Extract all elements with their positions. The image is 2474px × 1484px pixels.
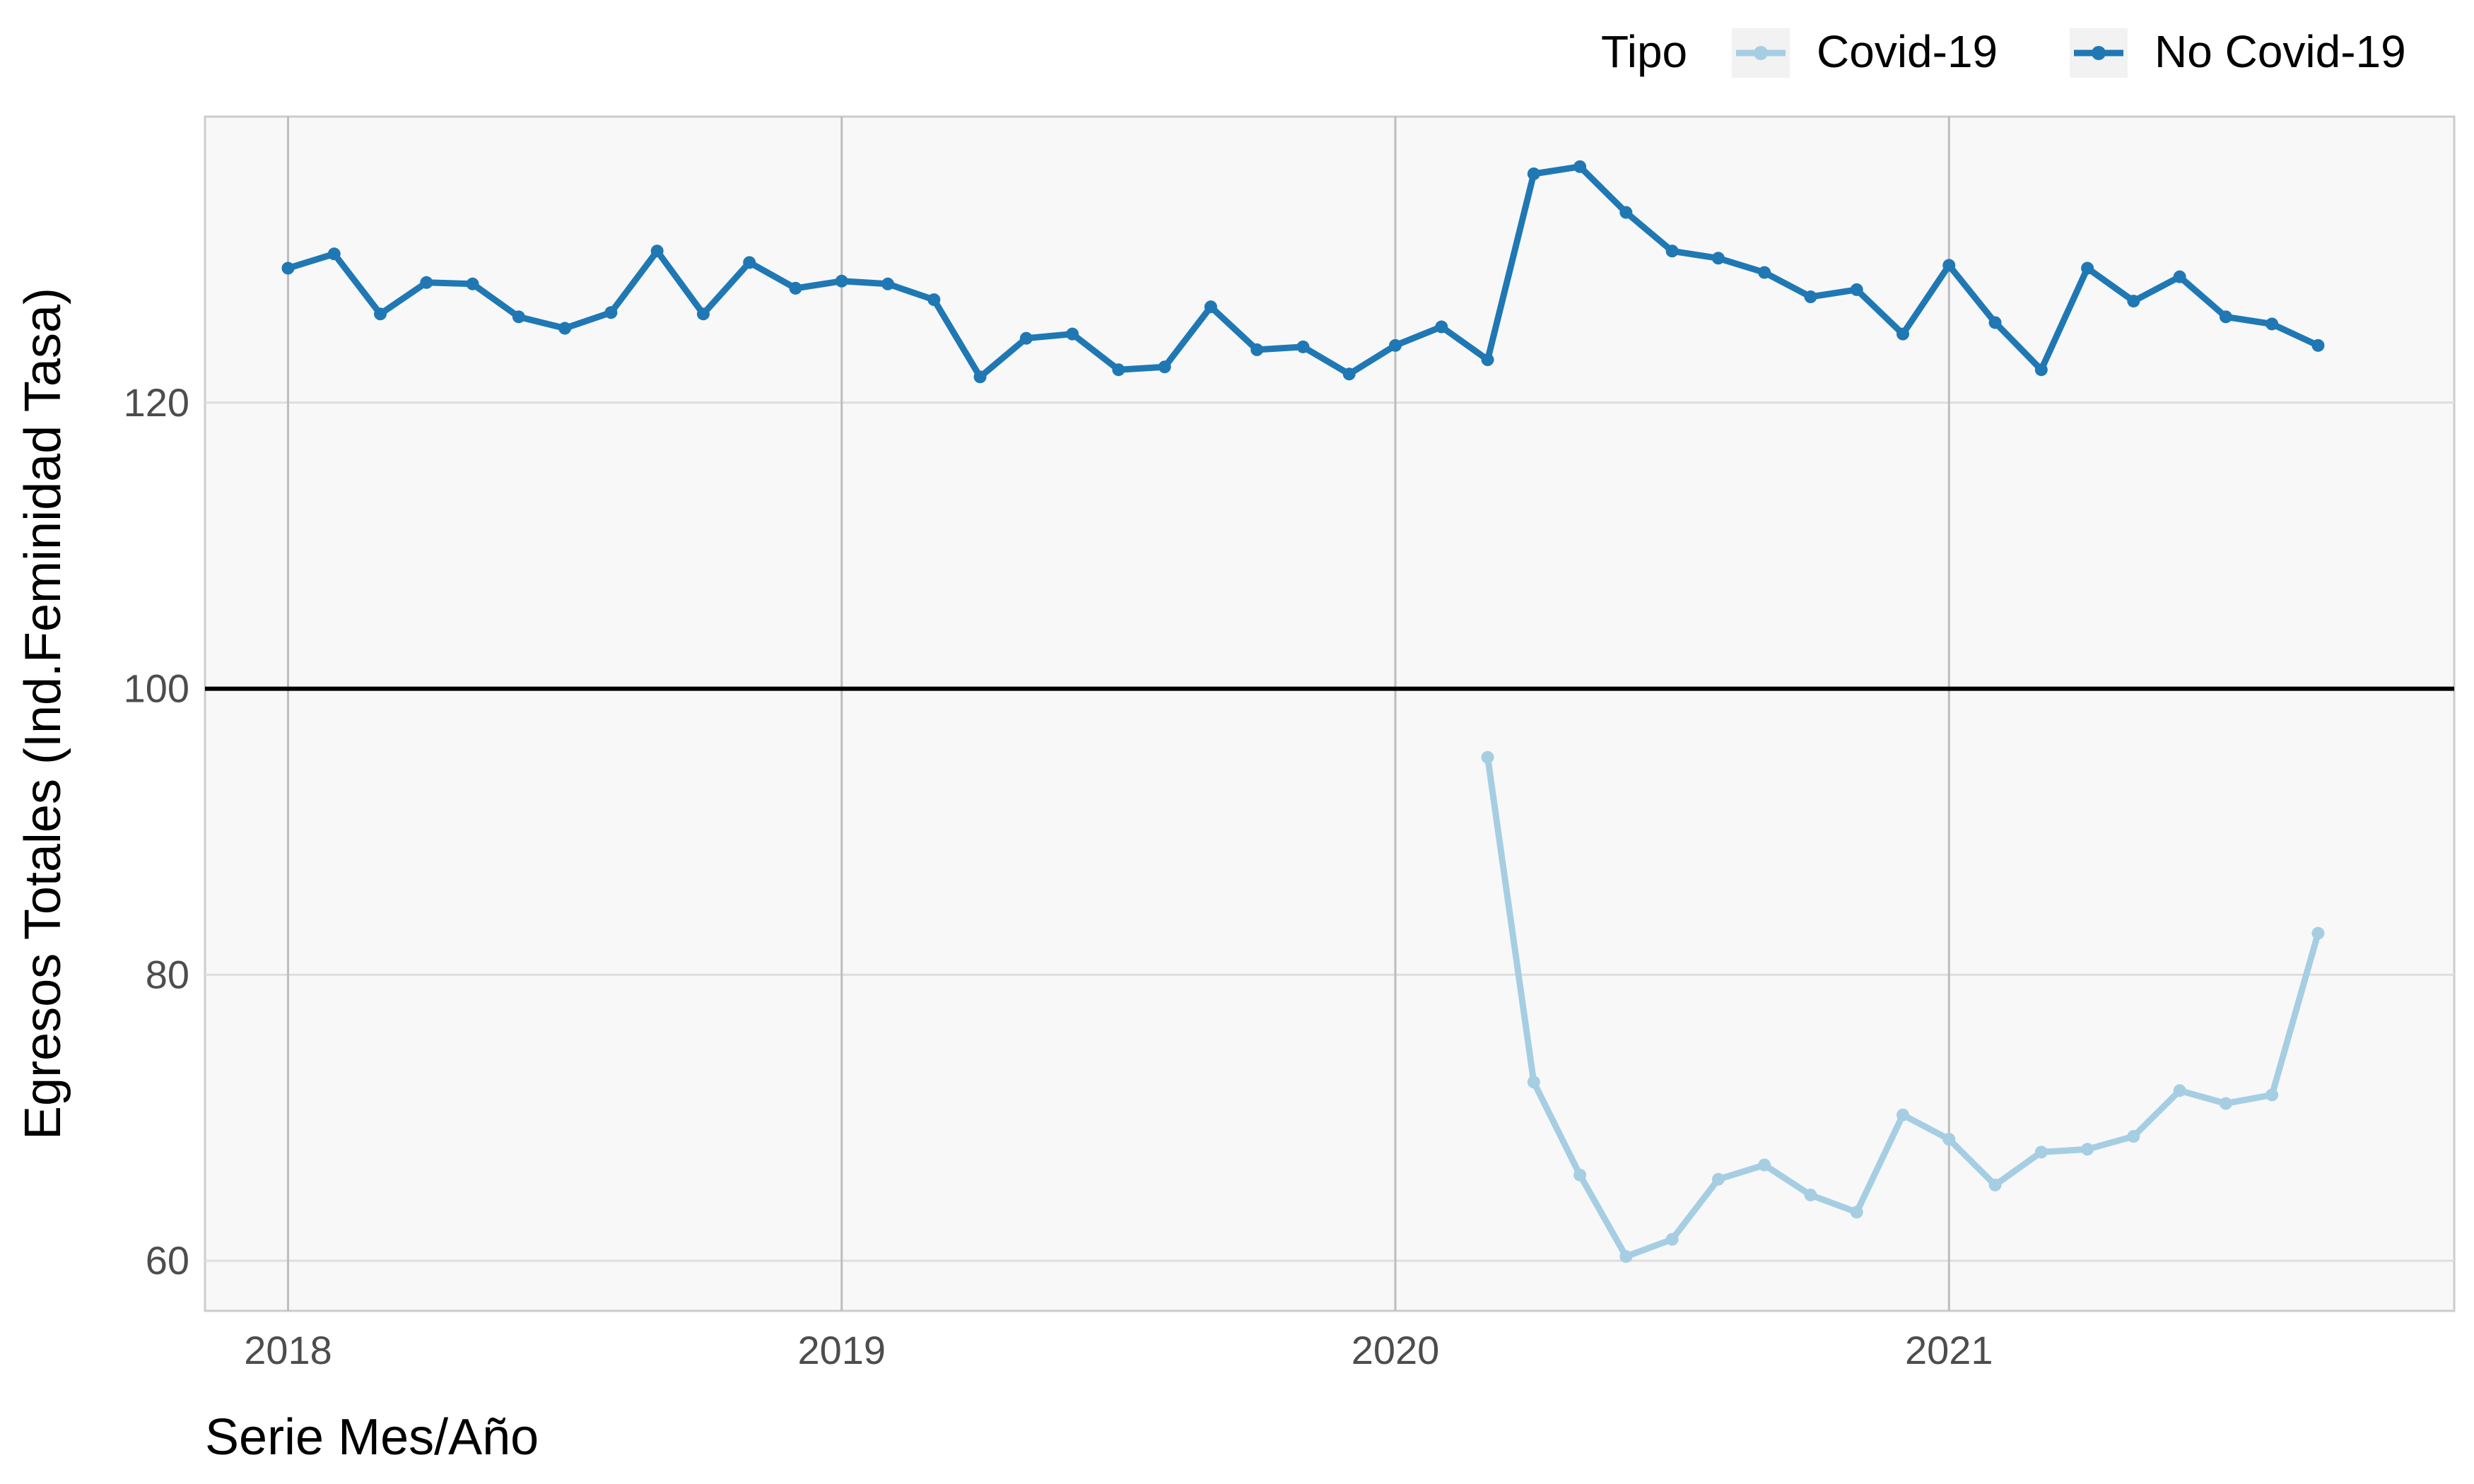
data-point-no-covid-19 [1066, 327, 1079, 341]
data-point-no-covid-19 [2265, 317, 2279, 331]
data-point-no-covid-19 [1204, 300, 1217, 314]
data-point-covid-19 [1896, 1108, 1910, 1121]
data-point-no-covid-19 [1250, 343, 1264, 356]
legend-label-no-covid19: No Covid-19 [2155, 26, 2406, 77]
data-point-no-covid-19 [420, 276, 433, 289]
data-point-no-covid-19 [1665, 245, 1679, 258]
legend: Tipo Covid-19 No Covid-19 [1601, 26, 2406, 78]
legend-key-no-covid19-point [2092, 46, 2106, 60]
data-point-no-covid-19 [835, 274, 848, 288]
data-point-covid-19 [1758, 1158, 1771, 1172]
data-point-no-covid-19 [281, 261, 295, 275]
data-point-no-covid-19 [650, 245, 664, 258]
x-tick-labels: 2018 2019 2020 2021 [244, 1328, 1993, 1372]
data-point-no-covid-19 [696, 307, 710, 321]
data-point-no-covid-19 [1619, 206, 1633, 219]
data-point-covid-19 [2081, 1143, 2094, 1156]
data-point-no-covid-19 [512, 310, 525, 324]
data-point-no-covid-19 [743, 256, 756, 269]
data-point-no-covid-19 [1389, 338, 1402, 352]
data-point-covid-19 [1711, 1172, 1725, 1186]
legend-key-covid19-point [1754, 46, 1768, 60]
data-point-no-covid-19 [2173, 270, 2186, 283]
legend-label-covid19: Covid-19 [1817, 26, 1998, 77]
data-point-no-covid-19 [1942, 259, 1956, 272]
data-point-no-covid-19 [789, 281, 802, 295]
series-covid-19 [1481, 750, 2325, 1264]
panel-background [204, 115, 2456, 1312]
series-no-covid-19 [281, 160, 2325, 384]
x-tick-label: 2020 [1352, 1328, 1440, 1372]
data-point-covid-19 [1619, 1250, 1633, 1264]
y-tick-labels: 60 80 100 120 [124, 380, 189, 1283]
data-point-no-covid-19 [2034, 363, 2048, 377]
data-point-no-covid-19 [973, 370, 987, 384]
y-tick-label: 100 [124, 666, 189, 711]
data-point-no-covid-19 [1481, 353, 1494, 367]
x-gridlines [286, 117, 1950, 1311]
data-point-no-covid-19 [1804, 290, 1817, 304]
data-point-no-covid-19 [558, 322, 572, 335]
data-point-no-covid-19 [1758, 266, 1771, 279]
data-point-no-covid-19 [1158, 360, 1171, 374]
data-point-covid-19 [2311, 926, 2325, 940]
data-point-covid-19 [1988, 1178, 2002, 1191]
x-tick-label: 2018 [244, 1328, 332, 1372]
data-point-no-covid-19 [1896, 327, 1910, 341]
data-point-covid-19 [1850, 1206, 1863, 1219]
y-tick-label: 80 [146, 952, 189, 996]
data-point-no-covid-19 [466, 277, 479, 290]
data-point-no-covid-19 [2081, 261, 2094, 275]
data-point-no-covid-19 [1850, 283, 1863, 296]
x-tick-label: 2019 [797, 1328, 886, 1372]
data-point-no-covid-19 [604, 306, 618, 319]
data-point-covid-19 [1573, 1168, 1587, 1182]
x-tick-label: 2021 [1905, 1328, 1993, 1372]
data-point-no-covid-19 [1573, 160, 1587, 173]
data-point-covid-19 [2034, 1146, 2048, 1159]
data-point-no-covid-19 [1019, 331, 1033, 345]
y-tick-label: 120 [124, 380, 189, 425]
x-axis-title: Serie Mes/Año [205, 1409, 539, 1466]
data-point-covid-19 [2265, 1088, 2279, 1102]
data-point-no-covid-19 [1112, 363, 1125, 377]
data-point-no-covid-19 [1711, 252, 1725, 265]
data-point-no-covid-19 [2127, 295, 2140, 308]
data-point-no-covid-19 [1296, 340, 1310, 353]
data-point-no-covid-19 [327, 247, 341, 261]
data-point-covid-19 [1665, 1232, 1679, 1246]
data-point-covid-19 [1804, 1189, 1817, 1202]
data-point-covid-19 [2219, 1097, 2232, 1110]
data-point-covid-19 [1481, 750, 1494, 764]
data-point-no-covid-19 [1527, 167, 1540, 180]
data-point-no-covid-19 [1988, 316, 2002, 329]
data-point-no-covid-19 [881, 277, 895, 290]
data-point-no-covid-19 [1342, 367, 1356, 381]
legend-title: Tipo [1601, 26, 1687, 77]
data-point-covid-19 [2127, 1130, 2140, 1143]
data-point-no-covid-19 [927, 293, 941, 307]
y-tick-label: 60 [146, 1238, 189, 1283]
data-point-no-covid-19 [1435, 320, 1448, 334]
data-point-no-covid-19 [2311, 338, 2325, 352]
data-point-covid-19 [1527, 1076, 1540, 1089]
data-point-no-covid-19 [374, 307, 387, 321]
y-axis-title: Egresos Totales (Ind.Feminidad Tasa) [15, 288, 71, 1140]
data-point-no-covid-19 [2219, 310, 2232, 324]
series-layer [281, 160, 2325, 1264]
data-point-covid-19 [2173, 1084, 2186, 1097]
data-point-covid-19 [1942, 1133, 1956, 1146]
